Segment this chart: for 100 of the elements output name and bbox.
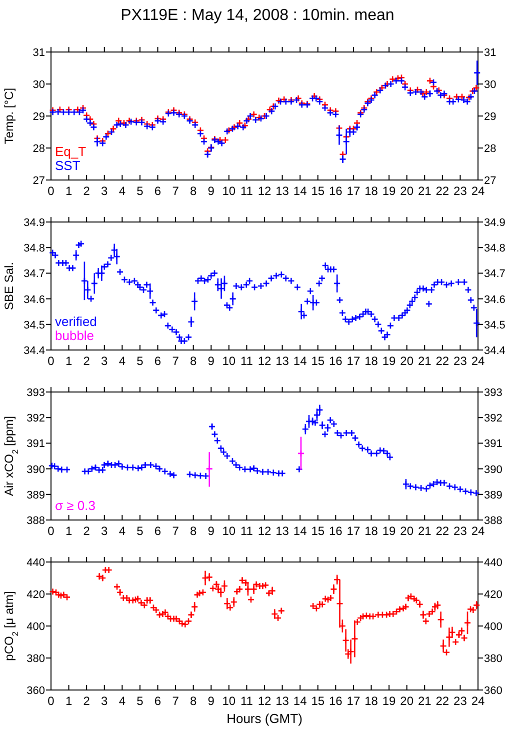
x-tick-label: 20 bbox=[400, 524, 414, 538]
x-tick-label: 7 bbox=[172, 694, 180, 708]
x-tick-label: 22 bbox=[436, 524, 450, 538]
x-tick-label: 23 bbox=[454, 524, 468, 538]
x-tick-label: 9 bbox=[208, 184, 215, 198]
x-tick-label: 11 bbox=[240, 354, 254, 368]
x-tick-label: 9 bbox=[208, 694, 215, 708]
x-tick-label: 9 bbox=[208, 354, 215, 368]
x-tick-label: 7 bbox=[172, 354, 180, 368]
x-tick-label: 16 bbox=[328, 184, 343, 198]
x-tick-label: 6 bbox=[154, 184, 162, 198]
y-tick-label: 34.8 bbox=[24, 242, 45, 255]
x-tick-label: 11 bbox=[240, 694, 254, 708]
x-tick-label: 2 bbox=[83, 524, 90, 538]
series-label: verified bbox=[55, 314, 97, 329]
x-tick-label: 19 bbox=[382, 524, 396, 538]
y2-tick-label: 34.6 bbox=[484, 294, 506, 306]
x-tick-label: 0 bbox=[48, 184, 55, 198]
x-tick-label: 3 bbox=[101, 694, 108, 708]
x-tick-label: 17 bbox=[346, 184, 360, 198]
x-tick-label: 6 bbox=[154, 524, 162, 538]
x-tick-label: 4 bbox=[118, 354, 126, 368]
x-tick-label: 7 bbox=[172, 184, 180, 198]
y-tick-label: 380 bbox=[26, 653, 45, 665]
y-axis-title: SBE Sal. bbox=[2, 262, 16, 310]
y2-tick-label: 390 bbox=[484, 464, 502, 476]
x-tick-label: 13 bbox=[276, 694, 290, 708]
y-tick-label: 30 bbox=[32, 79, 45, 91]
x-tick-label: 1 bbox=[65, 354, 72, 368]
x-tick-label: 14 bbox=[293, 524, 308, 538]
x-tick-label: 6 bbox=[154, 354, 162, 368]
x-tick-label: 24 bbox=[471, 694, 485, 708]
y2-tick-label: 393 bbox=[484, 387, 502, 399]
x-tick-label: 2 bbox=[83, 184, 90, 198]
x-tick-label: 16 bbox=[328, 694, 343, 708]
x-tick-label: 15 bbox=[311, 354, 325, 368]
x-tick-label: 6 bbox=[154, 694, 162, 708]
x-tick-label: 15 bbox=[311, 524, 325, 538]
x-tick-label: 19 bbox=[382, 184, 396, 198]
y2-tick-label: 360 bbox=[484, 685, 502, 697]
x-tick-label: 10 bbox=[222, 524, 236, 538]
x-tick-label: 1 bbox=[65, 694, 72, 708]
x-tick-label: 8 bbox=[190, 354, 197, 368]
y-tick-label: 388 bbox=[26, 515, 45, 527]
x-axis-title: Hours (GMT) bbox=[226, 711, 302, 726]
x-tick-label: 22 bbox=[436, 354, 450, 368]
y-tick-label: 34.4 bbox=[24, 345, 45, 357]
x-tick-label: 21 bbox=[418, 694, 432, 708]
x-tick-label: 14 bbox=[293, 184, 308, 198]
x-tick-label: 5 bbox=[136, 694, 144, 708]
x-tick-label: 12 bbox=[258, 524, 272, 538]
y2-tick-label: 391 bbox=[484, 438, 502, 450]
x-tick-label: 18 bbox=[364, 184, 378, 198]
x-tick-label: 15 bbox=[311, 694, 325, 708]
x-tick-label: 5 bbox=[136, 524, 144, 538]
y2-tick-label: 388 bbox=[484, 515, 502, 527]
x-tick-label: 3 bbox=[101, 354, 108, 368]
x-tick-label: 21 bbox=[418, 354, 432, 368]
x-tick-label: 4 bbox=[118, 694, 126, 708]
y2-tick-label: 400 bbox=[484, 621, 502, 633]
legend-label: bubble bbox=[55, 328, 94, 343]
x-tick-label: 18 bbox=[364, 354, 378, 368]
y2-tick-label: 34.9 bbox=[484, 217, 506, 229]
y2-tick-label: 34.5 bbox=[484, 319, 506, 332]
x-tick-label: 18 bbox=[364, 694, 378, 708]
y2-tick-label: 380 bbox=[484, 653, 502, 665]
y2-tick-label: 27 bbox=[484, 175, 496, 187]
x-tick-label: 11 bbox=[240, 524, 254, 538]
y-tick-label: 389 bbox=[26, 489, 45, 502]
y-tick-label: 27 bbox=[32, 175, 45, 187]
x-tick-label: 24 bbox=[471, 354, 485, 368]
x-tick-label: 18 bbox=[364, 524, 378, 538]
x-tick-label: 20 bbox=[400, 694, 414, 708]
x-tick-label: 7 bbox=[172, 524, 180, 538]
y-tick-label: 393 bbox=[26, 387, 45, 399]
x-tick-label: 17 bbox=[346, 694, 360, 708]
series-label: SST bbox=[55, 158, 80, 173]
x-tick-label: 10 bbox=[222, 184, 236, 198]
y2-tick-label: 389 bbox=[484, 489, 502, 502]
y2-tick-label: 31 bbox=[484, 47, 496, 59]
x-tick-label: 10 bbox=[222, 354, 236, 368]
x-tick-label: 12 bbox=[258, 184, 272, 198]
x-tick-label: 2 bbox=[83, 354, 90, 368]
y-tick-label: 390 bbox=[26, 464, 45, 476]
x-tick-label: 22 bbox=[436, 694, 450, 708]
y2-tick-label: 28 bbox=[484, 143, 496, 155]
x-tick-label: 16 bbox=[328, 354, 343, 368]
y-tick-label: 391 bbox=[26, 438, 45, 450]
x-tick-label: 13 bbox=[276, 184, 290, 198]
x-tick-label: 8 bbox=[190, 694, 197, 708]
x-tick-label: 11 bbox=[240, 184, 254, 198]
y2-tick-label: 34.7 bbox=[484, 268, 506, 280]
x-tick-label: 16 bbox=[328, 524, 343, 538]
x-tick-label: 1 bbox=[65, 184, 72, 198]
x-tick-label: 4 bbox=[118, 184, 126, 198]
x-tick-label: 3 bbox=[101, 184, 108, 198]
y-tick-label: 31 bbox=[32, 47, 45, 59]
x-tick-label: 24 bbox=[471, 184, 485, 198]
x-tick-label: 12 bbox=[258, 694, 272, 708]
x-tick-label: 19 bbox=[382, 354, 396, 368]
